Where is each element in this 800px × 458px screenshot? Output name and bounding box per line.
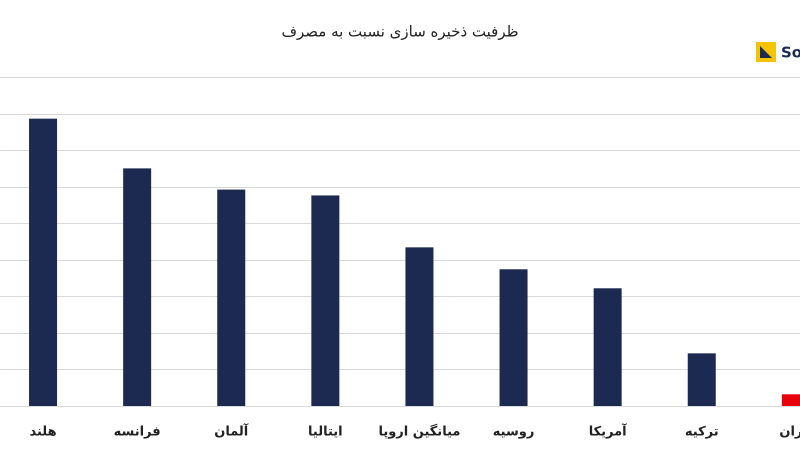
bar (29, 118, 58, 406)
bar (217, 189, 246, 406)
chart-title: ظرفیت ذخیره سازی نسبت به مصرف (281, 23, 518, 41)
bar (781, 394, 800, 406)
x-tick-label: روسیه (493, 425, 535, 440)
bar (123, 168, 152, 406)
x-tick-label: هلند (29, 425, 56, 440)
x-tick-label: ایتالیا (308, 425, 343, 440)
bar (499, 269, 528, 406)
x-tick-label: میانگین اروپا (378, 424, 460, 440)
x-tick-label: آلمان (214, 423, 249, 440)
x-tick-label: ترکیه (685, 425, 719, 440)
bar (593, 288, 622, 406)
bar (405, 247, 434, 406)
bar (311, 195, 340, 406)
x-tick-label: ایران (779, 425, 800, 440)
logo-text: So (781, 44, 800, 62)
x-tick-label: آمریکا (589, 423, 627, 440)
bar (687, 353, 716, 406)
x-tick-label: فرانسه (114, 425, 161, 440)
logo-icon-mark (760, 46, 772, 58)
